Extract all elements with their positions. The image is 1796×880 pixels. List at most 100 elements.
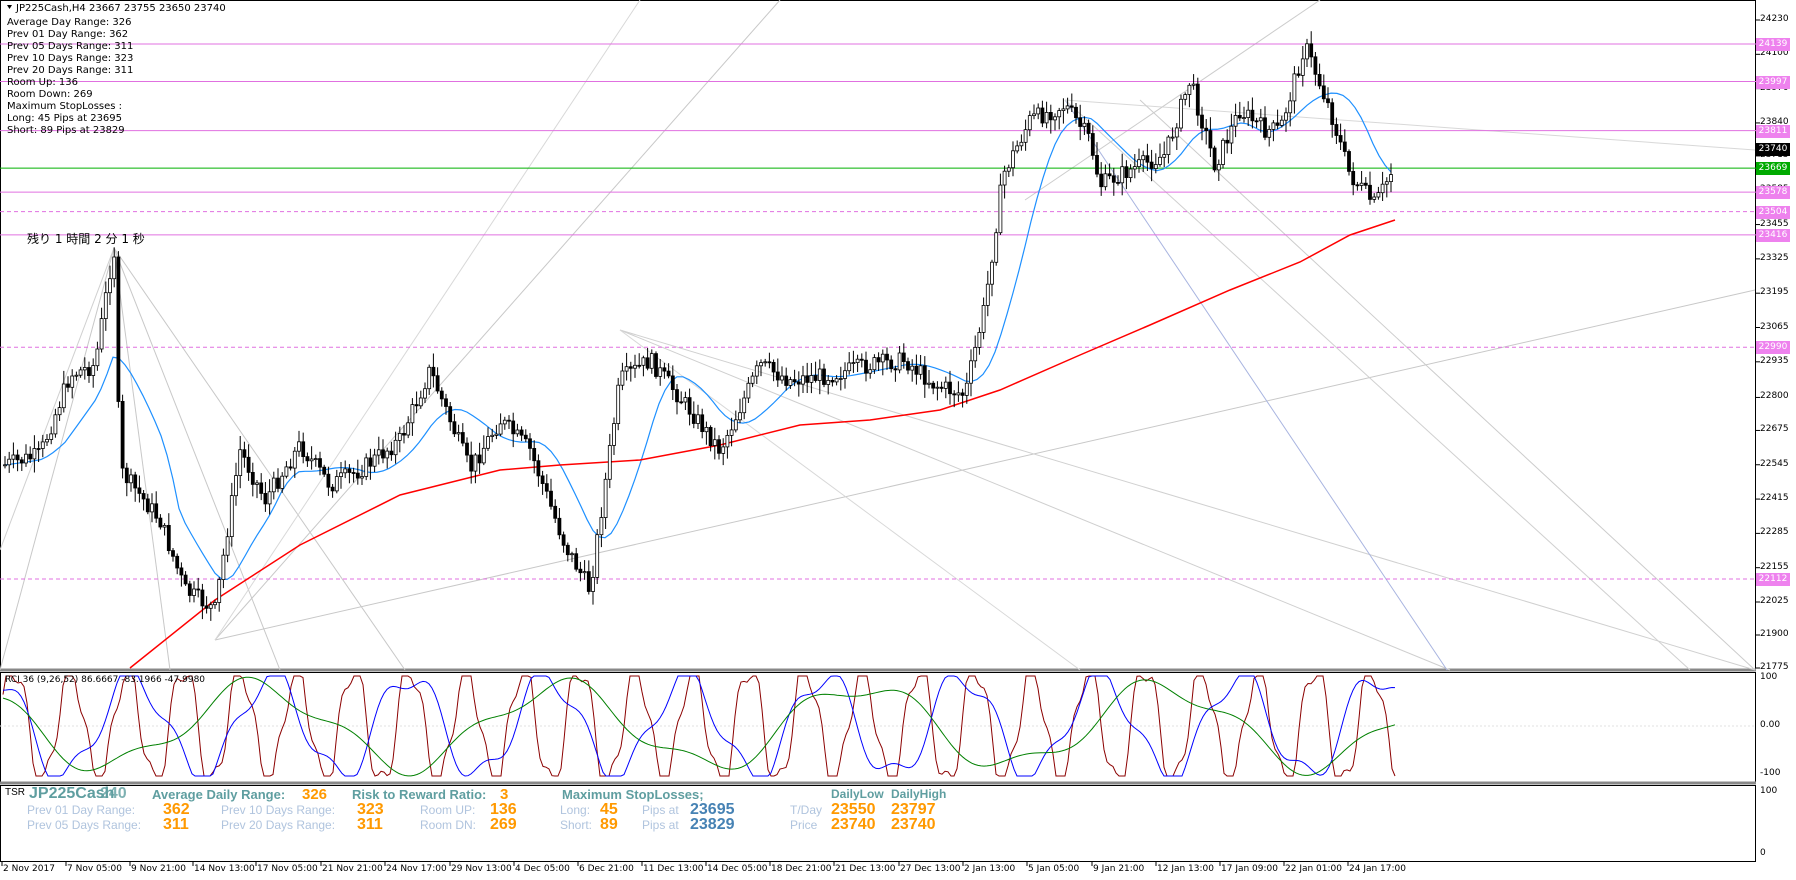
candle-body [729,429,734,436]
candle-body [838,378,843,380]
gann-line[interactable] [113,247,281,671]
p05-value: 311 [163,816,189,833]
candle-body [465,442,469,456]
time-axis-label: 14 Nov 13:00 [194,864,255,874]
candle-body [662,367,667,372]
gann-line[interactable] [1139,99,1756,671]
candle-body [242,449,247,458]
candle-body [1347,151,1351,172]
time-axis-label: 7 Nov 05:00 [67,864,122,874]
rci-mid-line [2,675,1396,777]
price-level-label: 23669 [1756,162,1790,176]
time-axis-label: 11 Dec 13:00 [643,864,704,874]
candle-body [1296,73,1301,76]
candle-body [1006,167,1011,172]
tday-label: T/Day [790,803,823,817]
room-up-value: 136 [490,801,517,818]
candle-body [1292,73,1297,102]
candle-body [523,434,528,440]
candle-body [1065,105,1070,110]
gann-fan-lines[interactable] [0,0,1756,671]
time-axis-label: 29 Nov 13:00 [451,864,512,874]
time-axis-label: 24 Jan 17:00 [1349,864,1406,874]
gann-line[interactable] [1064,99,1691,671]
candle-body [179,567,184,576]
candle-body [792,379,797,383]
candle-body [666,370,671,377]
candle-body [309,458,314,462]
candle-body [1095,154,1099,175]
candle-body [1153,164,1158,169]
p10-label: Prev 10 Days Range: [221,803,336,817]
candle-body [276,477,280,489]
candle-body [767,361,772,364]
candle-body [439,390,444,400]
candle-body [1368,184,1372,200]
time-axis-label: 17 Nov 05:00 [257,864,318,874]
candle-body [1048,112,1053,121]
candle-body [1149,161,1154,169]
gann-line[interactable] [1064,99,1448,671]
candle-body [1305,43,1309,60]
candle-body [364,457,369,477]
gann-line[interactable] [214,0,781,641]
candle-body [32,448,37,460]
gann-line[interactable] [214,0,641,641]
candle-body [1225,139,1230,144]
candle-body [633,364,637,369]
candle-body [990,261,994,285]
candle-body [817,368,822,381]
time-axis-label: 12 Jan 13:00 [1157,864,1214,874]
collapse-triangle-icon[interactable] [7,5,12,9]
tsr-tag: TSR [5,787,25,798]
horizontal-level-lines[interactable] [0,43,1756,580]
tsr-symbol-suffix: 240 [100,785,127,802]
candle-body [460,432,465,444]
price-level-label: 24139 [1756,38,1790,52]
gann-line[interactable] [0,247,115,671]
candle-body [1099,173,1104,188]
candle-body [11,454,16,460]
candle-body [339,472,343,477]
candle-body [654,353,658,377]
candle-body [691,413,696,424]
candle-body [129,474,133,484]
candle-body [985,283,990,306]
rci-axis-100: 100 [1760,672,1778,682]
candle-body [1132,166,1137,170]
axis-ticks [1,19,1760,866]
gann-line[interactable] [0,247,115,551]
candle-body [229,495,234,538]
rci-long-line [2,676,1396,777]
candle-body [431,366,436,377]
gann-line[interactable] [619,329,1081,671]
rci-axis-minus-100: -100 [1760,768,1781,778]
candle-body [708,426,713,446]
gann-line[interactable] [619,329,1451,671]
price-level-label: 22990 [1756,341,1790,355]
candle-body [1170,136,1175,139]
time-axis-label: 6 Dec 21:00 [579,864,634,874]
candle-body [637,364,642,367]
candle-body [616,384,621,425]
candle-body [528,438,532,449]
gann-line[interactable] [113,247,171,671]
gann-line[interactable] [214,289,1756,641]
gann-line[interactable] [1024,0,1321,201]
candle-body [952,393,957,396]
candle-body [507,419,511,422]
candle-body [641,357,646,366]
candle-body [267,491,272,505]
candle-body [57,407,62,416]
tsr-axis-100: 100 [1760,786,1778,796]
gann-line[interactable] [619,329,1756,671]
candle-body [620,370,625,386]
candle-body [780,375,784,381]
candle-body [977,331,982,348]
candle-body [347,468,352,473]
candle-body [45,438,49,443]
candle-body [1317,74,1322,87]
gann-line[interactable] [113,247,406,671]
candle-body [796,381,801,385]
